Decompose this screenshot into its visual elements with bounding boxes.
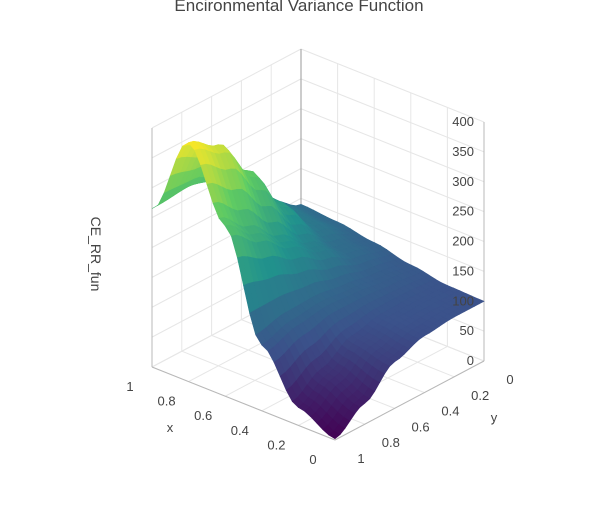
z-tick-label: 350 bbox=[452, 144, 474, 159]
z-tick-label: 300 bbox=[452, 174, 474, 189]
x-tick-label: 0.2 bbox=[267, 437, 285, 452]
z-tick-label: 100 bbox=[452, 293, 474, 308]
x-tick-label: 0.8 bbox=[158, 394, 176, 409]
y-tick-label: 0.6 bbox=[412, 419, 430, 434]
y-axis-title: y bbox=[491, 410, 498, 425]
z-tick-label: 0 bbox=[467, 353, 474, 368]
z-tick-label: 250 bbox=[452, 204, 474, 219]
y-tick-label: 1 bbox=[357, 451, 364, 466]
y-tick-label: 0.8 bbox=[382, 435, 400, 450]
y-tick-label: 0 bbox=[506, 372, 513, 387]
z-tick-label: 150 bbox=[452, 263, 474, 278]
z-tick-label: 50 bbox=[460, 323, 474, 338]
x-tick-label: 0.4 bbox=[231, 423, 249, 438]
axis-edge bbox=[151, 366, 336, 441]
axis-edge bbox=[334, 360, 485, 441]
x-tick-label: 0 bbox=[309, 452, 316, 467]
y-tick-label: 0.2 bbox=[471, 388, 489, 403]
gridline-z bbox=[300, 48, 485, 123]
gridline-z bbox=[151, 48, 302, 129]
surface-patch bbox=[328, 430, 341, 440]
x-tick-label: 1 bbox=[126, 379, 133, 394]
x-tick-label: 0.6 bbox=[194, 408, 212, 423]
y-tick-label: 0.4 bbox=[441, 404, 459, 419]
gridline-z bbox=[151, 78, 302, 159]
z-tick-label: 200 bbox=[452, 234, 474, 249]
gridline-z bbox=[300, 138, 485, 213]
tick-labels: 0 50 100 150 200 250 300 350 400 0 0.2 0.4 0.6 0.8 1 0 0… bbox=[126, 114, 513, 467]
gridline-z bbox=[300, 108, 485, 183]
gridline-z bbox=[300, 168, 485, 242]
axis-titles: x y CE_RR_fun bbox=[88, 217, 498, 435]
z-axis-title: CE_RR_fun bbox=[88, 217, 104, 292]
chart-title: Encironmental Variance Function bbox=[174, 0, 424, 15]
gridlines bbox=[151, 48, 485, 441]
surface bbox=[151, 140, 485, 440]
z-tick-label: 400 bbox=[452, 114, 474, 129]
gridline-z bbox=[300, 197, 485, 272]
x-axis-title: x bbox=[167, 420, 174, 435]
gridline-z bbox=[300, 78, 485, 153]
